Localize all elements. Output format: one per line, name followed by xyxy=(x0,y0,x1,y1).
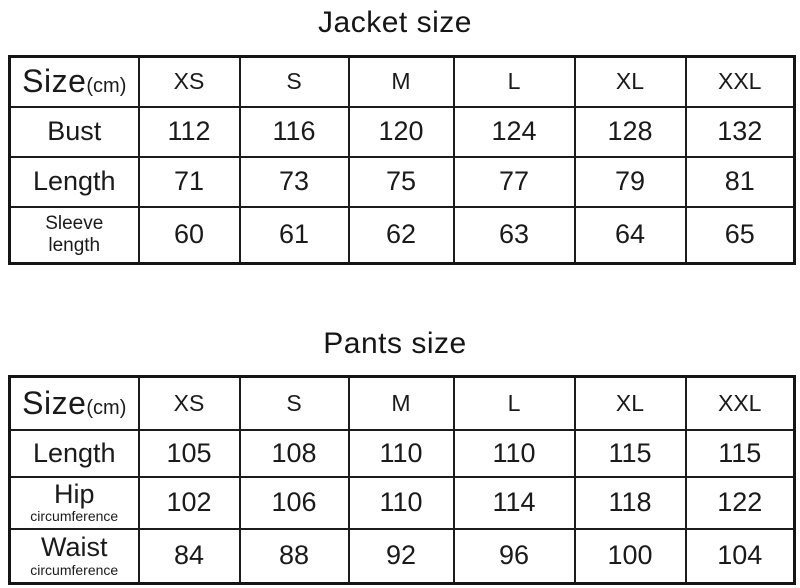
jacket-table-title: Jacket size xyxy=(318,6,472,39)
pants-column-header-xxl: XXL xyxy=(684,375,796,431)
pants-column-header-xl: XL xyxy=(573,375,687,431)
jacket-sleeve-row: Sleeve length 60 61 62 63 64 65 xyxy=(8,205,796,265)
pants-row-label-length: Length xyxy=(8,428,140,478)
pants-length-xxl: 115 xyxy=(684,428,796,478)
pants-waist-xs: 84 xyxy=(137,527,241,585)
jacket-length-xxl: 81 xyxy=(684,155,796,208)
jacket-sleeve-xs: 60 xyxy=(137,205,241,265)
pants-length-row: Length 105 108 110 110 115 115 xyxy=(8,428,796,478)
waist-label: Waist xyxy=(41,532,108,563)
jacket-sleeve-l: 63 xyxy=(452,205,576,265)
pants-waist-xl: 100 xyxy=(573,527,687,585)
jacket-bust-l: 124 xyxy=(452,105,576,158)
sleeve-label-line1: Sleeve xyxy=(45,212,104,234)
pants-size-header-cell: Size(cm) xyxy=(8,375,140,431)
jacket-row-label-length: Length xyxy=(8,155,140,208)
jacket-bust-xs: 112 xyxy=(137,105,241,158)
jacket-sleeve-xxl: 65 xyxy=(684,205,796,265)
pants-waist-l: 96 xyxy=(452,527,576,585)
jacket-bust-xxl: 132 xyxy=(684,105,796,158)
pants-row-label-waist-circumference: Waist circumference xyxy=(8,527,140,585)
jacket-size-header-cell: Size(cm) xyxy=(8,55,140,108)
jacket-column-header-xxl: XXL xyxy=(684,55,796,108)
pants-column-header-s: S xyxy=(238,375,350,431)
pants-table-title: Pants size xyxy=(323,327,467,360)
hip-sublabel: circumference xyxy=(30,508,119,525)
size-label: Size xyxy=(22,384,87,421)
jacket-column-header-l: L xyxy=(452,55,576,108)
pants-hip-row: Hip circumference 102 106 110 114 118 122 xyxy=(8,475,796,530)
jacket-length-xl: 79 xyxy=(573,155,687,208)
jacket-sleeve-m: 62 xyxy=(347,205,455,265)
jacket-length-l: 77 xyxy=(452,155,576,208)
pants-column-header-l: L xyxy=(452,375,576,431)
hip-label: Hip xyxy=(53,479,95,510)
jacket-length-row: Length 71 73 75 77 79 81 xyxy=(8,155,796,208)
pants-length-m: 110 xyxy=(347,428,455,478)
pants-header-row: Size(cm) XS S M L XL XXL xyxy=(8,375,796,431)
pants-length-l: 110 xyxy=(452,428,576,478)
jacket-column-header-xl: XL xyxy=(573,55,687,108)
pants-hip-l: 114 xyxy=(452,475,576,530)
pants-length-s: 108 xyxy=(238,428,350,478)
pants-waist-m: 92 xyxy=(347,527,455,585)
jacket-column-header-xs: XS xyxy=(137,55,241,108)
jacket-column-header-s: S xyxy=(238,55,350,108)
waist-sublabel: circumference xyxy=(30,561,119,578)
jacket-column-header-m: M xyxy=(347,55,455,108)
jacket-bust-s: 116 xyxy=(238,105,350,158)
pants-hip-xl: 118 xyxy=(573,475,687,530)
jacket-size-table: Size(cm) XS S M L XL XXL Bust 112 116 12… xyxy=(8,55,796,265)
pants-hip-s: 106 xyxy=(238,475,350,530)
jacket-length-s: 73 xyxy=(238,155,350,208)
pants-waist-row: Waist circumference 84 88 92 96 100 104 xyxy=(8,527,796,585)
jacket-sleeve-xl: 64 xyxy=(573,205,687,265)
jacket-row-label-bust: Bust xyxy=(8,105,140,158)
jacket-sleeve-s: 61 xyxy=(238,205,350,265)
jacket-header-row: Size(cm) XS S M L XL XXL xyxy=(8,55,796,108)
size-unit-label: (cm) xyxy=(86,75,127,98)
sleeve-label-line2: length xyxy=(48,234,101,256)
pants-column-header-xs: XS xyxy=(137,375,241,431)
size-unit-label: (cm) xyxy=(86,396,127,419)
pants-hip-xxl: 122 xyxy=(684,475,796,530)
pants-hip-xs: 102 xyxy=(137,475,241,530)
jacket-bust-row: Bust 112 116 120 124 128 132 xyxy=(8,105,796,158)
jacket-length-m: 75 xyxy=(347,155,455,208)
jacket-row-label-sleeve-length: Sleeve length xyxy=(8,205,140,265)
pants-length-xs: 105 xyxy=(137,428,241,478)
pants-waist-xxl: 104 xyxy=(684,527,796,585)
pants-hip-m: 110 xyxy=(347,475,455,530)
pants-column-header-m: M xyxy=(347,375,455,431)
pants-size-table: Size(cm) XS S M L XL XXL Length 105 108 … xyxy=(8,375,796,585)
pants-waist-s: 88 xyxy=(238,527,350,585)
pants-row-label-hip-circumference: Hip circumference xyxy=(8,475,140,530)
jacket-bust-xl: 128 xyxy=(573,105,687,158)
jacket-bust-m: 120 xyxy=(347,105,455,158)
jacket-length-xs: 71 xyxy=(137,155,241,208)
size-label: Size xyxy=(22,63,87,100)
pants-length-xl: 115 xyxy=(573,428,687,478)
